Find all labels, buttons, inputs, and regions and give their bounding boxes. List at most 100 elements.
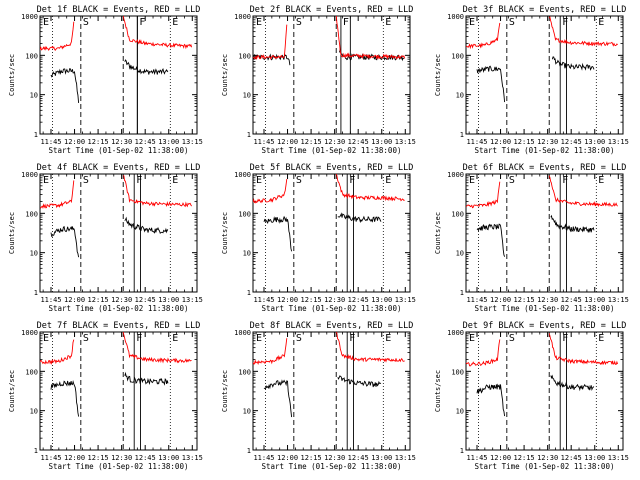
y-tick-label: 1000 [447,329,464,337]
panel-1: Det 1f BLACK = Events, RED = LLD 1 10 100 10… [8,5,203,155]
panel-2: Det 2f BLACK = Events, RED = LLD 1 10 100 10… [221,5,416,155]
y-tick-label: 10 [456,92,464,100]
plot-frame [39,15,198,135]
marker-letter-e: E [598,17,604,28]
y-tick-label: 1000 [21,13,38,21]
x-tick-label: 12:15 [514,296,535,304]
series-events [263,375,382,418]
marker-letter-e: E [256,333,262,344]
marker-letter-e: E [256,175,262,186]
series-lld [253,332,405,366]
series-events [50,216,169,258]
y-axis-label: Counts/sec [221,212,229,254]
y-tick-label: 10 [456,408,464,416]
panel-title: Det 8f BLACK = Events, RED = LLD [250,321,414,331]
x-axis-label: Start Time (01-Sep-02 11:38:00) [49,146,189,155]
x-tick-label: 12:30 [537,138,558,146]
marker-letter-f: F [562,333,568,344]
x-tick-label: 13:15 [182,138,203,146]
series-lld [253,16,406,60]
marker-letter-e: E [43,333,49,344]
x-tick-label: 11:45 [466,454,487,462]
marker-letter-e: E [172,175,178,186]
x-axis-label: Start Time (01-Sep-02 11:38:00) [475,462,615,471]
y-axis-label: Counts/sec [8,212,16,254]
x-tick-label: 12:30 [537,454,558,462]
marker-letter-f: F [562,175,568,186]
y-tick-label: 1000 [234,171,251,179]
x-tick-label: 13:00 [371,454,392,462]
panel-5: Det 5f BLACK = Events, RED = LLD 1 10 100 10… [221,163,416,313]
marker-letter-s: S [296,175,302,186]
marker-letter-e: E [172,333,178,344]
x-axis-label: Start Time (01-Sep-02 11:38:00) [262,462,402,471]
x-tick-label: 12:30 [111,138,132,146]
marker-letter-s: S [296,333,302,344]
y-tick-label: 1 [34,447,38,455]
panel-title: Det 4f BLACK = Events, RED = LLD [37,163,201,173]
y-tick-label: 1 [34,131,38,139]
x-tick-label: 13:00 [158,138,179,146]
y-axis-label: Counts/sec [221,370,229,412]
marker-letter-s: S [83,17,89,28]
plot-frame [252,173,411,293]
x-tick-label: 12:30 [324,454,345,462]
x-tick-label: 13:00 [584,296,605,304]
marker-letter-f: F [562,17,568,28]
plot-frame [252,331,411,451]
x-tick-label: 12:15 [301,296,322,304]
y-tick-label: 10 [456,250,464,258]
x-axis-label: Start Time (01-Sep-02 11:38:00) [49,304,189,313]
x-tick-label: 11:45 [40,296,61,304]
y-tick-label: 1000 [21,171,38,179]
y-tick-label: 100 [238,52,251,60]
x-tick-label: 12:00 [490,454,511,462]
marker-letter-f: F [136,333,142,344]
x-tick-label: 12:15 [514,138,535,146]
x-tick-label: 13:15 [182,454,203,462]
x-tick-label: 12:45 [348,454,369,462]
marker-letter-e: E [385,333,391,344]
y-tick-label: 100 [25,368,38,376]
x-tick-label: 11:45 [40,454,61,462]
series-lld [40,16,193,52]
x-tick-label: 12:00 [64,138,85,146]
marker-letter-f: F [139,17,145,28]
x-tick-label: 12:00 [490,296,511,304]
series-lld [466,175,618,209]
series-events [50,371,169,417]
y-tick-label: 10 [30,408,38,416]
series-lld [466,333,619,367]
y-tick-label: 1 [247,447,251,455]
series-lld [40,332,192,365]
x-tick-label: 12:00 [277,454,298,462]
series-lld [40,175,192,210]
marker-letter-f: F [343,17,349,28]
series-lld [253,174,405,204]
x-axis-label: Start Time (01-Sep-02 11:38:00) [475,304,615,313]
x-tick-label: 13:15 [395,138,416,146]
y-tick-label: 1000 [21,329,38,337]
x-tick-label: 12:15 [88,138,109,146]
x-tick-label: 11:45 [253,138,274,146]
x-axis-label: Start Time (01-Sep-02 11:38:00) [475,146,615,155]
x-tick-label: 12:45 [348,296,369,304]
x-tick-label: 13:15 [395,296,416,304]
x-tick-label: 12:15 [88,296,109,304]
marker-letter-e: E [172,17,178,28]
y-tick-label: 1000 [234,329,251,337]
x-tick-label: 13:00 [371,296,392,304]
y-tick-label: 100 [25,210,38,218]
panel-6: Det 6f BLACK = Events, RED = LLD 1 10 100 10… [434,163,629,313]
x-tick-label: 13:15 [608,454,629,462]
x-tick-label: 11:45 [40,138,61,146]
x-axis-label: Start Time (01-Sep-02 11:38:00) [262,304,402,313]
y-tick-label: 1 [460,131,464,139]
marker-letter-e: E [469,333,475,344]
y-tick-label: 1 [460,289,464,297]
marker-letter-e: E [469,175,475,186]
y-tick-label: 1 [460,447,464,455]
panel-8: Det 8f BLACK = Events, RED = LLD 1 10 100 10… [221,321,416,471]
plot-frame [39,173,198,293]
